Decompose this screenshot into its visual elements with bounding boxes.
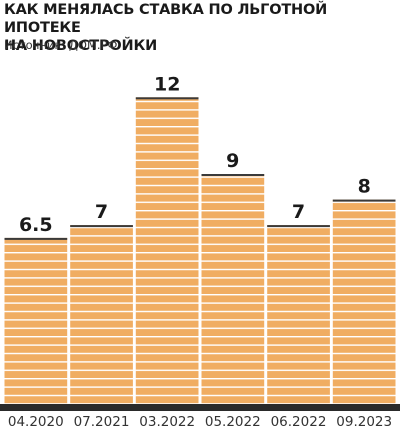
x-tick-label: 03.2022 xyxy=(139,414,195,430)
x-tick-label: 07.2021 xyxy=(74,414,130,430)
x-tick-label: 05.2022 xyxy=(205,414,261,430)
x-tick-label: 06.2022 xyxy=(271,414,327,430)
data-label: 7 xyxy=(95,201,108,223)
bar-top-edge xyxy=(4,237,68,240)
bar-06.2022 xyxy=(267,225,330,404)
bar-top-edge xyxy=(267,225,330,228)
data-label: 8 xyxy=(358,176,371,198)
chart-title: КАК МЕНЯЛАСЬ СТАВКА ПО ЛЬГОТНОЙ ИПОТЕКЕ … xyxy=(4,1,396,55)
bar-05.2022 xyxy=(201,174,265,404)
data-label: 6.5 xyxy=(19,214,53,236)
bar-top-edge xyxy=(135,97,199,100)
data-label: 7 xyxy=(292,201,305,223)
chart-source: Источник: ДОМ.РФ xyxy=(4,38,118,52)
bar-top-edge xyxy=(332,199,396,202)
baseline xyxy=(0,404,400,411)
bar-09.2023 xyxy=(332,199,396,404)
data-labels: 6.5 7 12 9 7 8 xyxy=(19,73,371,236)
bars xyxy=(4,97,396,405)
bar-07.2021 xyxy=(70,225,133,404)
x-tick-label: 09.2023 xyxy=(336,414,392,430)
bar-top-edge xyxy=(70,225,133,228)
chart-title-line-1: КАК МЕНЯЛАСЬ СТАВКА ПО ЛЬГОТНОЙ ИПОТЕКЕ xyxy=(4,2,328,36)
x-tick-labels: 04.2020 07.2021 03.2022 05.2022 06.2022 09.20… xyxy=(8,414,392,430)
chart-title-line-2: НА НОВОСТРОЙКИ xyxy=(4,38,158,54)
x-tick-label: 04.2020 xyxy=(8,414,64,430)
data-label: 12 xyxy=(154,73,180,95)
bar-03.2022 xyxy=(135,97,199,405)
bar-top-edge xyxy=(201,174,265,176)
data-label: 9 xyxy=(226,150,239,172)
bar-04.2020 xyxy=(4,237,68,404)
